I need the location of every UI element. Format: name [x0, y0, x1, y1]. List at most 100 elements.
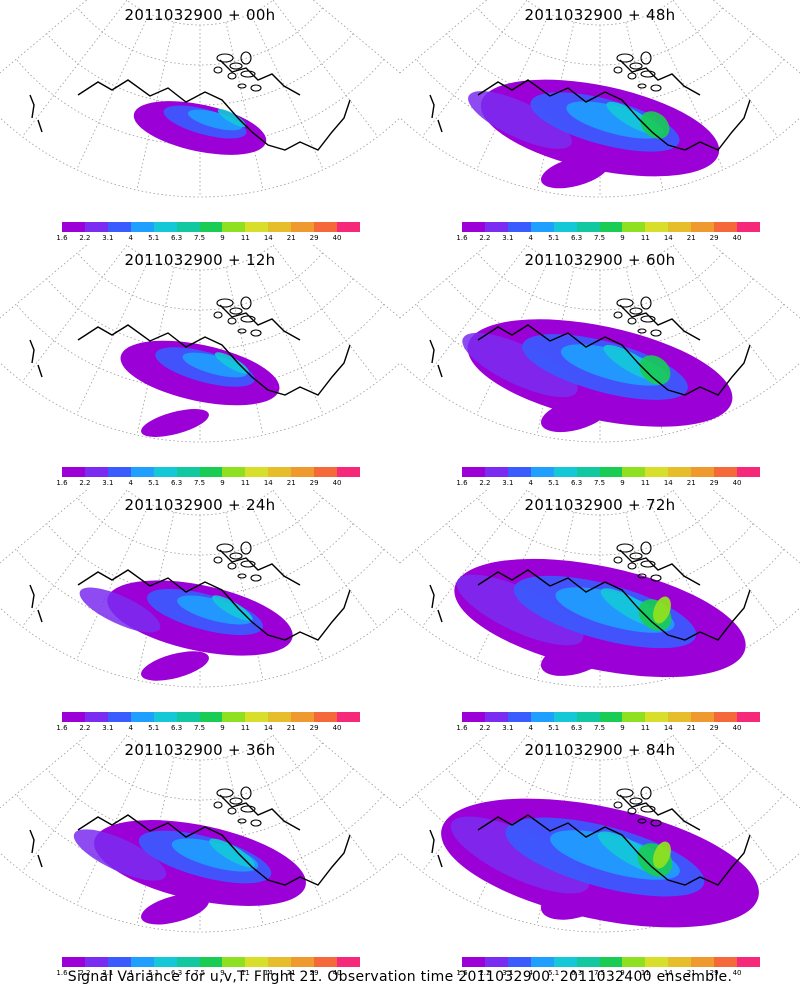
- colorbar-labels: 1.6 2.2 3.1 4 5.1 6.3 7.5 9 11 14 21 29 40: [56, 969, 360, 979]
- colorbar-tick-label: 4: [128, 234, 133, 242]
- colorbar-swatch: [507, 712, 531, 722]
- colorbar-swatch: [553, 712, 577, 722]
- colorbar-swatch: [645, 957, 669, 967]
- colorbar-tick-label: 14: [663, 479, 673, 487]
- panel-title: 2011032900 + 84h: [524, 741, 676, 759]
- colorbar-swatch: [668, 222, 692, 232]
- colorbar-swatch: [291, 222, 315, 232]
- colorbar-tick-label: 1.6: [456, 479, 468, 487]
- colorbar-swatch: [668, 712, 692, 722]
- colorbar-tick-label: 5.1: [548, 969, 560, 977]
- colorbar-swatch: [130, 957, 154, 967]
- map-plot: [0, 245, 400, 443]
- map-plot: [400, 0, 800, 198]
- colorbar-tick-label: 7.5: [193, 724, 206, 732]
- colorbar-tick-label: 6.3: [171, 479, 183, 487]
- colorbar-tick-label: 29: [309, 479, 319, 487]
- graticule: [0, 490, 400, 688]
- colorbar-tick-label: 14: [663, 234, 673, 242]
- colorbar-swatch: [84, 712, 108, 722]
- colorbar-swatch: [484, 957, 508, 967]
- colorbar-tick-label: 6.3: [171, 969, 183, 977]
- colorbar-tick-label: 29: [709, 234, 719, 242]
- colorbar-tick-label: 40: [332, 724, 342, 732]
- colorbar-tick-label: 1.6: [456, 969, 468, 977]
- colorbar: [62, 957, 360, 967]
- colorbar-swatch: [130, 222, 154, 232]
- forecast-panel: 2011032900 + 84h 1.6 2.2 3.1 4 5.1 6.3 7.5 9 11 14…: [400, 735, 800, 980]
- colorbar-tick-label: 40: [732, 969, 742, 977]
- colorbar-swatch: [291, 467, 315, 477]
- colorbar-swatch: [576, 222, 600, 232]
- colorbar-swatch: [291, 957, 315, 967]
- colorbar-swatch: [714, 712, 738, 722]
- colorbar-swatch: [268, 712, 292, 722]
- colorbar: [462, 712, 760, 722]
- colorbar-swatch: [176, 712, 200, 722]
- colorbar-tick-label: 2.2: [79, 724, 91, 732]
- forecast-panel: 2011032900 + 12h 1.6 2.2 3.1 4 5.1 6.3 7.5 9 11 14…: [0, 245, 400, 490]
- colorbar-swatch: [645, 222, 669, 232]
- colorbar-swatch: [599, 957, 623, 967]
- colorbar-swatch: [737, 222, 760, 232]
- panel-title: 2011032900 + 12h: [124, 251, 276, 269]
- colorbar-tick-label: 29: [709, 724, 719, 732]
- colorbar-labels: 1.6 2.2 3.1 4 5.1 6.3 7.5 9 11 14 21 29 40: [456, 969, 760, 979]
- colorbar-tick-label: 1.6: [456, 234, 468, 242]
- colorbar-swatch: [153, 222, 177, 232]
- colorbar-tick-label: 6.3: [171, 724, 183, 732]
- colorbar-tick-label: 21: [686, 724, 696, 732]
- colorbar-tick-label: 14: [263, 479, 273, 487]
- colorbar-tick-label: 40: [732, 234, 742, 242]
- colorbar-tick-label: 7.5: [593, 969, 606, 977]
- colorbar-tick-label: 21: [686, 234, 696, 242]
- colorbar-swatch: [199, 712, 223, 722]
- colorbar-swatch: [291, 712, 315, 722]
- colorbar-swatch: [176, 957, 200, 967]
- colorbar-tick-label: 3.1: [502, 479, 514, 487]
- colorbar-swatch: [268, 467, 292, 477]
- colorbar-tick-label: 3.1: [102, 724, 114, 732]
- variance-field: [120, 340, 280, 437]
- colorbar-tick-label: 5.1: [148, 969, 160, 977]
- colorbar-swatch: [62, 222, 85, 232]
- colorbar-swatch: [691, 957, 715, 967]
- colorbar-swatch: [668, 467, 692, 477]
- colorbar-swatch: [462, 957, 485, 967]
- colorbar-swatch: [462, 467, 485, 477]
- colorbar-tick-label: 11: [640, 724, 650, 732]
- variance-field: [468, 79, 720, 189]
- colorbar-swatch: [199, 222, 223, 232]
- colorbar-tick-label: 21: [686, 969, 696, 977]
- colorbar-swatch: [668, 957, 692, 967]
- colorbar-swatch: [314, 712, 338, 722]
- colorbar-tick-label: 7.5: [593, 479, 606, 487]
- panel-title: 2011032900 + 36h: [124, 741, 276, 759]
- colorbar-tick-label: 7.5: [193, 479, 206, 487]
- arctic-islands: [613, 541, 662, 582]
- colorbar-tick-label: 29: [709, 969, 719, 977]
- colorbar-swatch: [530, 957, 554, 967]
- colorbar-tick-label: 6.3: [571, 969, 583, 977]
- colorbar-swatch: [622, 712, 646, 722]
- variance-field: [441, 798, 759, 928]
- variance-field: [133, 101, 267, 155]
- colorbar-tick-label: 14: [263, 724, 273, 732]
- colorbar-tick-label: 3.1: [502, 234, 514, 242]
- colorbar-swatch: [84, 222, 108, 232]
- colorbar-swatch: [199, 467, 223, 477]
- colorbar-tick-label: 3.1: [502, 969, 514, 977]
- colorbar-tick-label: 11: [240, 479, 250, 487]
- colorbar-tick-label: 2.2: [79, 969, 91, 977]
- colorbar-tick-label: 5.1: [148, 724, 160, 732]
- colorbar-tick-label: 40: [332, 234, 342, 242]
- colorbar-swatch: [153, 712, 177, 722]
- colorbar-tick-label: 4: [528, 479, 533, 487]
- colorbar-swatch: [599, 222, 623, 232]
- colorbar-tick-label: 21: [286, 479, 296, 487]
- colorbar: [462, 957, 760, 967]
- colorbar-labels: 1.6 2.2 3.1 4 5.1 6.3 7.5 9 11 14 21 29 40: [56, 724, 360, 734]
- coastline: [29, 794, 351, 886]
- colorbar-swatch: [268, 222, 292, 232]
- colorbar-swatch: [245, 467, 269, 477]
